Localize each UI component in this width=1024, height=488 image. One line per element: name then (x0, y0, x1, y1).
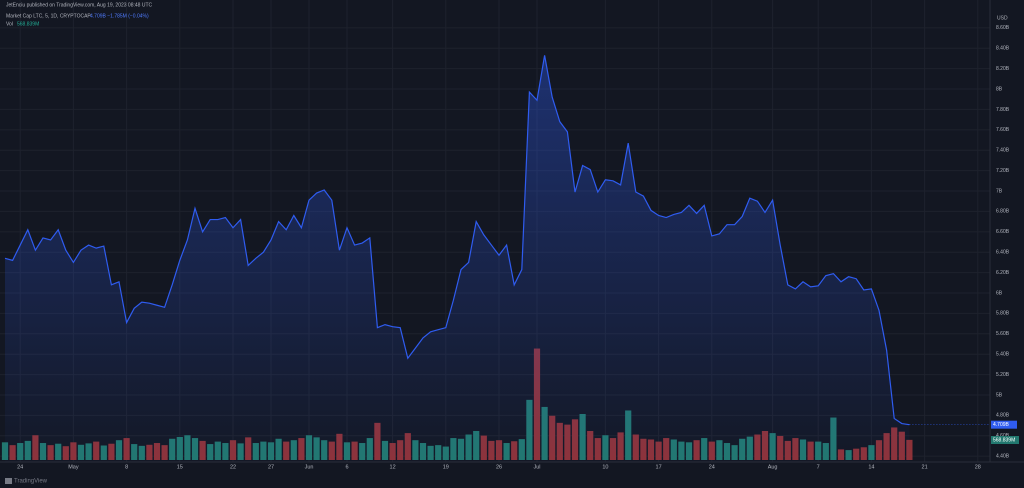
y-tick-label: 6.20B (996, 270, 1010, 276)
area-fill (5, 55, 910, 462)
brand-logo (5, 478, 12, 484)
x-tick-label: May (68, 464, 79, 470)
x-tick-label: Jul (533, 464, 540, 470)
line (4, 55, 910, 426)
x-tick-label: 24 (709, 464, 715, 470)
y-tick-label: 6.60B (996, 229, 1010, 235)
y-tick-label: 8.20B (996, 66, 1010, 72)
y-tick-label: 5.40B (996, 352, 1010, 358)
y-tick-label: 7.80B (996, 107, 1010, 113)
x-tick-label: 26 (496, 464, 502, 470)
y-tick-label: 7.60B (996, 127, 1010, 133)
x-tick-label: 24 (17, 464, 23, 470)
y-tick-label: 7.20B (996, 168, 1010, 174)
y-tick-label: 7B (996, 188, 1003, 194)
x-tick-label: Aug (768, 464, 778, 470)
price-tag: 4.709B (993, 422, 1010, 428)
x-tick-label: 7 (817, 464, 820, 470)
x-tick-label: 22 (230, 464, 236, 470)
y-tick-label: 5.60B (996, 331, 1010, 337)
x-tick-label: Jun (305, 464, 314, 470)
x-tick-label: 14 (868, 464, 874, 470)
quote: 4.709B −1.785M (−0.04%) (90, 13, 149, 19)
y-tick-label: 7.40B (996, 148, 1010, 154)
volume-tag: 568.839M (993, 437, 1015, 443)
x-tick-label: 8 (125, 464, 128, 470)
x-tick-label: 28 (975, 464, 981, 470)
x-tick-label: 17 (656, 464, 662, 470)
y-tick-label: 6.40B (996, 250, 1010, 256)
x-tick-label: 19 (443, 464, 449, 470)
x-tick-label: 10 (602, 464, 608, 470)
y-tick-label: 8.40B (996, 46, 1010, 52)
x-tick-label: 6 (345, 464, 348, 470)
price-tag-bg (991, 420, 1017, 429)
x-tick-label: 27 (268, 464, 274, 470)
volume-bar (1, 442, 9, 460)
author: JetEnciu published on TradingView.com, A… (6, 2, 153, 8)
symbol: Market Cap LTC, 5, 1D, CRYPTOCAP (6, 13, 91, 19)
y-tick-label: 5.80B (996, 311, 1010, 317)
y-tick-label: 6.80B (996, 209, 1010, 215)
y-tick-label: 4.40B (996, 454, 1010, 460)
y-tick-label: 6B (996, 290, 1003, 296)
y-tick-label: 8B (996, 86, 1003, 92)
x-tick-label: 12 (390, 464, 396, 470)
brand: TradingView (14, 479, 48, 485)
y-tick-label: 5B (996, 392, 1003, 398)
y-tick-label: 4.80B (996, 413, 1010, 419)
currency: USD (997, 15, 1008, 21)
volume-tag-bg (991, 436, 1019, 444)
y-tick-label: 5.20B (996, 372, 1010, 378)
x-tick-label: 21 (922, 464, 928, 470)
x-tick-label: 15 (177, 464, 183, 470)
y-tick-label: 8.60B (996, 25, 1010, 31)
volume-label: Vol (6, 21, 13, 27)
volume-value: 568.839M (17, 21, 39, 27)
